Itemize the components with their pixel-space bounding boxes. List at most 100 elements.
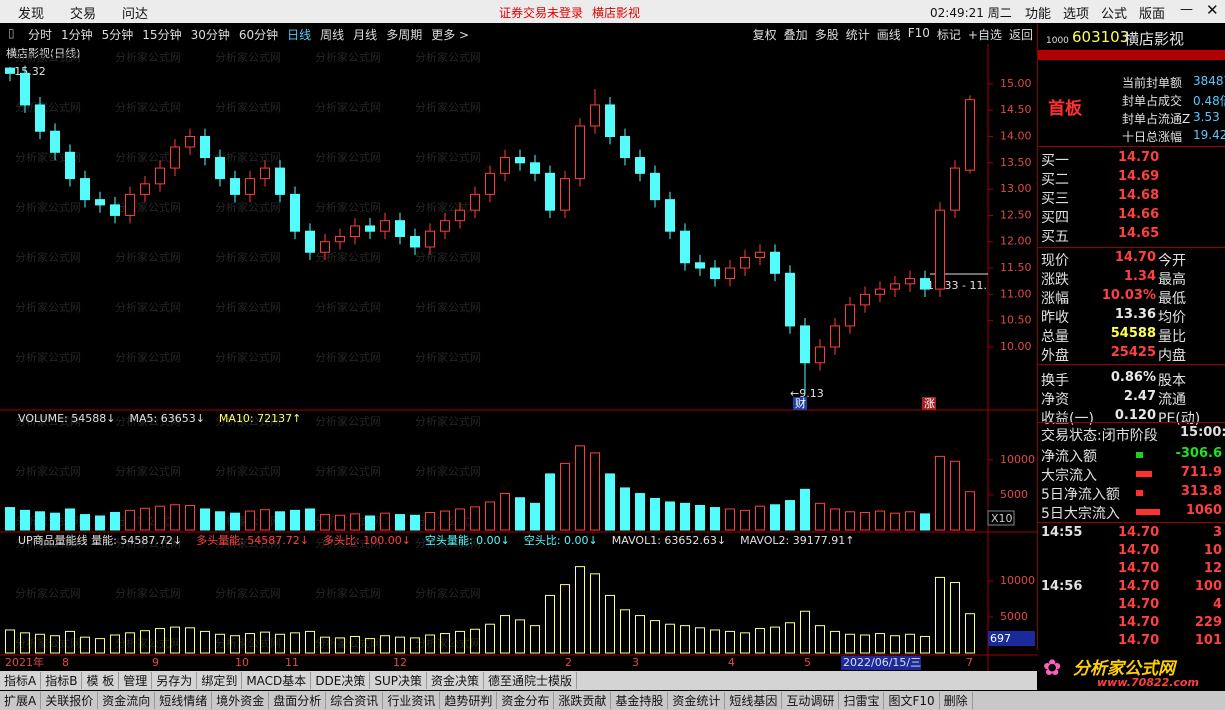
event-badge[interactable]: [922, 397, 936, 410]
extension-tab[interactable]: 扫雷宝: [839, 692, 885, 709]
energy-bar: [875, 633, 885, 654]
energy-bar: [155, 628, 165, 654]
period-tab[interactable]: 日线: [287, 27, 312, 42]
menu-item[interactable]: 版面: [1139, 7, 1166, 22]
candle-body: [800, 325, 810, 364]
period-tab[interactable]: 30分钟: [190, 27, 230, 42]
extension-tab[interactable]: 资金统计: [668, 692, 726, 709]
window-minimize[interactable]: —: [1180, 2, 1193, 17]
tool-button[interactable]: 多股: [814, 27, 839, 42]
tool-button[interactable]: 统计: [845, 27, 870, 42]
tool-button[interactable]: 复权: [752, 27, 777, 42]
tool-button[interactable]: 叠加: [783, 27, 808, 42]
extension-tab[interactable]: 涨跌贡献: [554, 692, 612, 709]
tool-button[interactable]: 标记: [936, 27, 961, 42]
extension-tab[interactable]: 基金持股: [611, 692, 669, 709]
indicator-tab[interactable]: 指标B: [41, 672, 83, 689]
period-tab[interactable]: 1分钟: [61, 27, 93, 42]
watermark: 分析家公式网: [215, 250, 281, 264]
volume-bar: [770, 504, 780, 531]
energy-bar: [530, 625, 540, 654]
candle-body: [515, 157, 525, 164]
candle-body: [410, 235, 420, 248]
volume-bar: [245, 510, 255, 531]
extension-tab[interactable]: 图文F10: [884, 692, 940, 709]
clock: 02:49:21 周二: [930, 6, 1012, 20]
candle-body: [20, 72, 30, 106]
candle-body: [380, 220, 390, 232]
extension-tab[interactable]: 扩展A: [0, 692, 42, 709]
indicator-tab[interactable]: 管理: [119, 672, 153, 689]
period-tab[interactable]: 更多 >: [431, 27, 470, 42]
tool-button[interactable]: +自选: [967, 27, 1002, 42]
volume-bar: [725, 508, 735, 531]
event-badge-label[interactable]: 财: [795, 396, 806, 410]
login-status[interactable]: 证券交易未登录: [499, 6, 584, 20]
stat-value: 2.47: [1123, 389, 1156, 404]
extension-tab[interactable]: 趋势研判: [440, 692, 498, 709]
tick-volume: 229: [1194, 615, 1222, 630]
extension-tab[interactable]: 短线基因: [725, 692, 783, 709]
stock-code: 603103: [1072, 28, 1130, 46]
logo-name: 分析家公式网: [1073, 659, 1175, 679]
candle-body: [710, 267, 720, 280]
flow-label: 大宗流入: [1041, 468, 1097, 484]
menu-item[interactable]: 问达: [122, 7, 149, 22]
tick-volume: 10: [1203, 543, 1222, 558]
indicator-tab[interactable]: 德至通院士模版: [484, 672, 578, 689]
watermark: 分析家公式网: [415, 636, 481, 650]
extension-tab[interactable]: 短线情绪: [155, 692, 213, 709]
stat-value: 10.03%: [1101, 288, 1156, 303]
candle-body: [695, 262, 705, 269]
extension-tab[interactable]: 资金分布: [497, 692, 555, 709]
period-tab[interactable]: 周线: [320, 27, 345, 42]
candle-body: [755, 251, 765, 259]
menu-item[interactable]: 功能: [1025, 7, 1052, 22]
volume-bar: [65, 508, 75, 531]
stat-label: 净资: [1041, 392, 1069, 408]
extension-tab[interactable]: 删除: [940, 692, 973, 709]
indicator-tab[interactable]: 模 板: [82, 672, 120, 689]
extension-tab[interactable]: 行业资讯: [383, 692, 441, 709]
event-badge-label[interactable]: 涨: [924, 397, 935, 410]
energy-bar: [470, 628, 480, 654]
indicator-tab[interactable]: DDE决策: [311, 672, 371, 689]
period-tab[interactable]: 60分钟: [238, 27, 279, 42]
toolbar-toggle[interactable]: ▯: [8, 26, 15, 40]
energy-bar: [725, 630, 735, 654]
tool-button[interactable]: 画线: [876, 27, 901, 42]
tool-button[interactable]: 返回: [1008, 27, 1033, 42]
menu-item[interactable]: 选项: [1063, 7, 1090, 22]
extension-tab[interactable]: 关联报价: [41, 692, 99, 709]
menu-item[interactable]: 公式: [1101, 7, 1128, 22]
candle-body: [50, 130, 60, 153]
volume-bar: [485, 501, 495, 531]
volume-bar: [425, 511, 435, 531]
menu-item[interactable]: 交易: [70, 7, 97, 22]
extension-tab[interactable]: 资金流向: [98, 692, 156, 709]
extension-tab[interactable]: 境外资金: [212, 692, 270, 709]
indicator-tab[interactable]: 指标A: [0, 672, 42, 689]
candle-body: [395, 220, 405, 237]
extension-tab[interactable]: 综合资讯: [326, 692, 384, 709]
indicator-tab[interactable]: MACD基本: [242, 672, 312, 689]
window-close[interactable]: ✕: [1206, 1, 1219, 19]
extension-tab[interactable]: 互动调研: [782, 692, 840, 709]
indicator-tab[interactable]: SUP决策: [370, 672, 428, 689]
tool-button[interactable]: F10: [907, 25, 930, 40]
period-tab[interactable]: 15分钟: [142, 27, 182, 42]
period-tab[interactable]: 多周期: [386, 27, 423, 42]
indicator-tab[interactable]: 另存为: [152, 672, 198, 689]
period-tab[interactable]: 分时: [28, 27, 53, 42]
period-tab[interactable]: 月线: [353, 27, 378, 42]
collapse-button[interactable]: [1038, 50, 1225, 60]
extension-tab[interactable]: 盘面分析: [269, 692, 327, 709]
menu-item[interactable]: 发现: [18, 7, 45, 22]
watermark: 分析家公式网: [315, 150, 381, 164]
indicator-tab[interactable]: 绑定到: [197, 672, 243, 689]
stat-label: 总量: [1041, 329, 1069, 345]
flow-value: -306.6: [1175, 446, 1222, 461]
event-badge[interactable]: [793, 397, 807, 410]
indicator-tab[interactable]: 资金决策: [427, 672, 485, 689]
period-tab[interactable]: 5分钟: [101, 27, 134, 42]
